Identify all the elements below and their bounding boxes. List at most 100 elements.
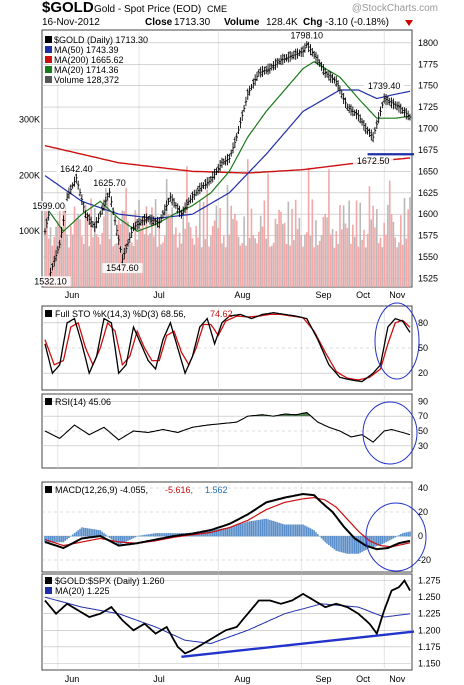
- volume-bar: [202, 201, 205, 287]
- macd-histogram-bar: [215, 529, 218, 537]
- volume-bar: [254, 238, 256, 287]
- volume-bar: [366, 233, 369, 287]
- macd-histogram-bar: [152, 533, 155, 537]
- macd-histogram-bar: [92, 529, 94, 537]
- macd-histogram-bar: [138, 535, 140, 537]
- macd-histogram-bar: [337, 536, 339, 552]
- macd-histogram-bar: [62, 536, 65, 543]
- volume-bar: [187, 222, 190, 287]
- volume-bar: [143, 234, 146, 287]
- macd-histogram-bar: [134, 536, 137, 538]
- volume-bar: [401, 244, 404, 287]
- macd-histogram-bar: [116, 536, 118, 544]
- volume-bar: [191, 238, 194, 287]
- macd-histogram-bar: [333, 536, 336, 550]
- macd-histogram-bar: [269, 519, 271, 537]
- volume-bar: [189, 227, 192, 287]
- volume-bar: [372, 205, 374, 287]
- price-tick-label: 1800: [418, 38, 438, 48]
- macd-histogram-bar: [353, 536, 356, 554]
- sto-legend-text: Full STO %K(14,3) %D(3) 68.56,: [55, 309, 186, 319]
- volume-bar: [73, 206, 76, 287]
- volume-bar: [152, 236, 155, 287]
- volume-value: 128.4K: [266, 17, 298, 28]
- macd-histogram-bar: [278, 522, 280, 537]
- volume-bar: [329, 234, 332, 287]
- macd-histogram-bar: [263, 519, 266, 537]
- volume-bar: [234, 213, 236, 287]
- macd-panel: [41, 481, 413, 573]
- volume-bar: [370, 219, 373, 287]
- volume-bar: [368, 186, 371, 287]
- volume-bar: [105, 188, 107, 287]
- volume-bar: [246, 159, 249, 287]
- macd-histogram-bar: [304, 525, 306, 537]
- volume-bar: [44, 208, 46, 287]
- volume-bar: [259, 215, 262, 287]
- macd-histogram-bar: [223, 528, 225, 537]
- month-label: Aug: [234, 674, 250, 684]
- volume-bar: [160, 244, 162, 287]
- ratio-panel: [41, 573, 413, 671]
- macd-histogram-bar: [405, 532, 408, 537]
- macd-histogram-bar: [125, 536, 127, 542]
- month-label: Oct: [356, 290, 371, 300]
- volume-bar: [333, 247, 336, 287]
- legend-swatch: [45, 36, 52, 43]
- ratio-legend-text: MA(20) 1.225: [55, 586, 110, 596]
- volume-bar: [352, 224, 354, 287]
- volume-tick-label: 100K: [19, 226, 40, 236]
- macd-histogram-bar: [403, 532, 406, 537]
- volume-bar: [379, 237, 382, 287]
- macd-histogram-bar: [294, 524, 297, 537]
- volume-bar: [311, 199, 314, 287]
- macd-histogram-bar: [274, 521, 277, 537]
- macd-histogram-bar: [211, 529, 214, 537]
- price-tick-label: 1725: [418, 102, 438, 112]
- macd-histogram-bar: [164, 533, 166, 537]
- volume-bar: [256, 243, 258, 287]
- macd-histogram-bar: [248, 521, 251, 537]
- legend-swatch: [45, 577, 52, 584]
- macd-histogram-bar: [49, 536, 52, 543]
- macd-histogram-bar: [326, 536, 328, 544]
- macd-histogram-bar: [339, 536, 341, 552]
- macd-histogram-bar: [68, 536, 70, 538]
- macd-histogram-bar: [53, 536, 56, 543]
- chg-label: Chg: [303, 17, 322, 28]
- annotation-bg: [363, 80, 405, 91]
- macd-histogram-bar: [86, 528, 89, 537]
- price-annotation: 1599.00: [32, 201, 65, 211]
- macd-histogram-bar: [51, 536, 54, 543]
- macd-histogram-bar: [374, 536, 376, 547]
- volume-bar: [175, 227, 177, 287]
- macd-histogram-bar: [322, 536, 325, 541]
- volume-bar: [302, 246, 304, 287]
- volume-bar: [117, 220, 120, 287]
- macd-histogram-bar: [329, 536, 332, 547]
- volume-bar: [346, 228, 349, 287]
- macd-histogram-bar: [235, 525, 238, 537]
- price-annotation: 1798.10: [290, 30, 323, 40]
- volume-bar: [364, 247, 367, 287]
- highlight-circle: [362, 401, 418, 465]
- macd-histogram-bar: [239, 523, 242, 537]
- sto-d-line: [44, 313, 411, 381]
- rsi-legend-text: RSI(14) 45.06: [55, 397, 111, 407]
- macd-histogram-bar: [70, 536, 72, 537]
- macd-histogram-bar: [84, 527, 87, 537]
- legend-swatch: [45, 46, 52, 53]
- macd-histogram-bar: [221, 528, 223, 537]
- macd-histogram-bar: [210, 530, 212, 537]
- macd-histogram-bar: [145, 534, 148, 537]
- macd-histogram-bar: [143, 534, 146, 537]
- volume-bar: [221, 243, 223, 287]
- macd-histogram-bar: [272, 521, 275, 537]
- macd-histogram-bar: [379, 536, 382, 546]
- macd-tick-label: -20: [418, 555, 431, 565]
- macd-histogram-bar: [219, 528, 221, 537]
- macd-histogram-bar: [407, 531, 409, 537]
- close-value: 1713.30: [174, 17, 211, 28]
- macd-line: [44, 492, 411, 551]
- month-label: Jun: [65, 674, 80, 684]
